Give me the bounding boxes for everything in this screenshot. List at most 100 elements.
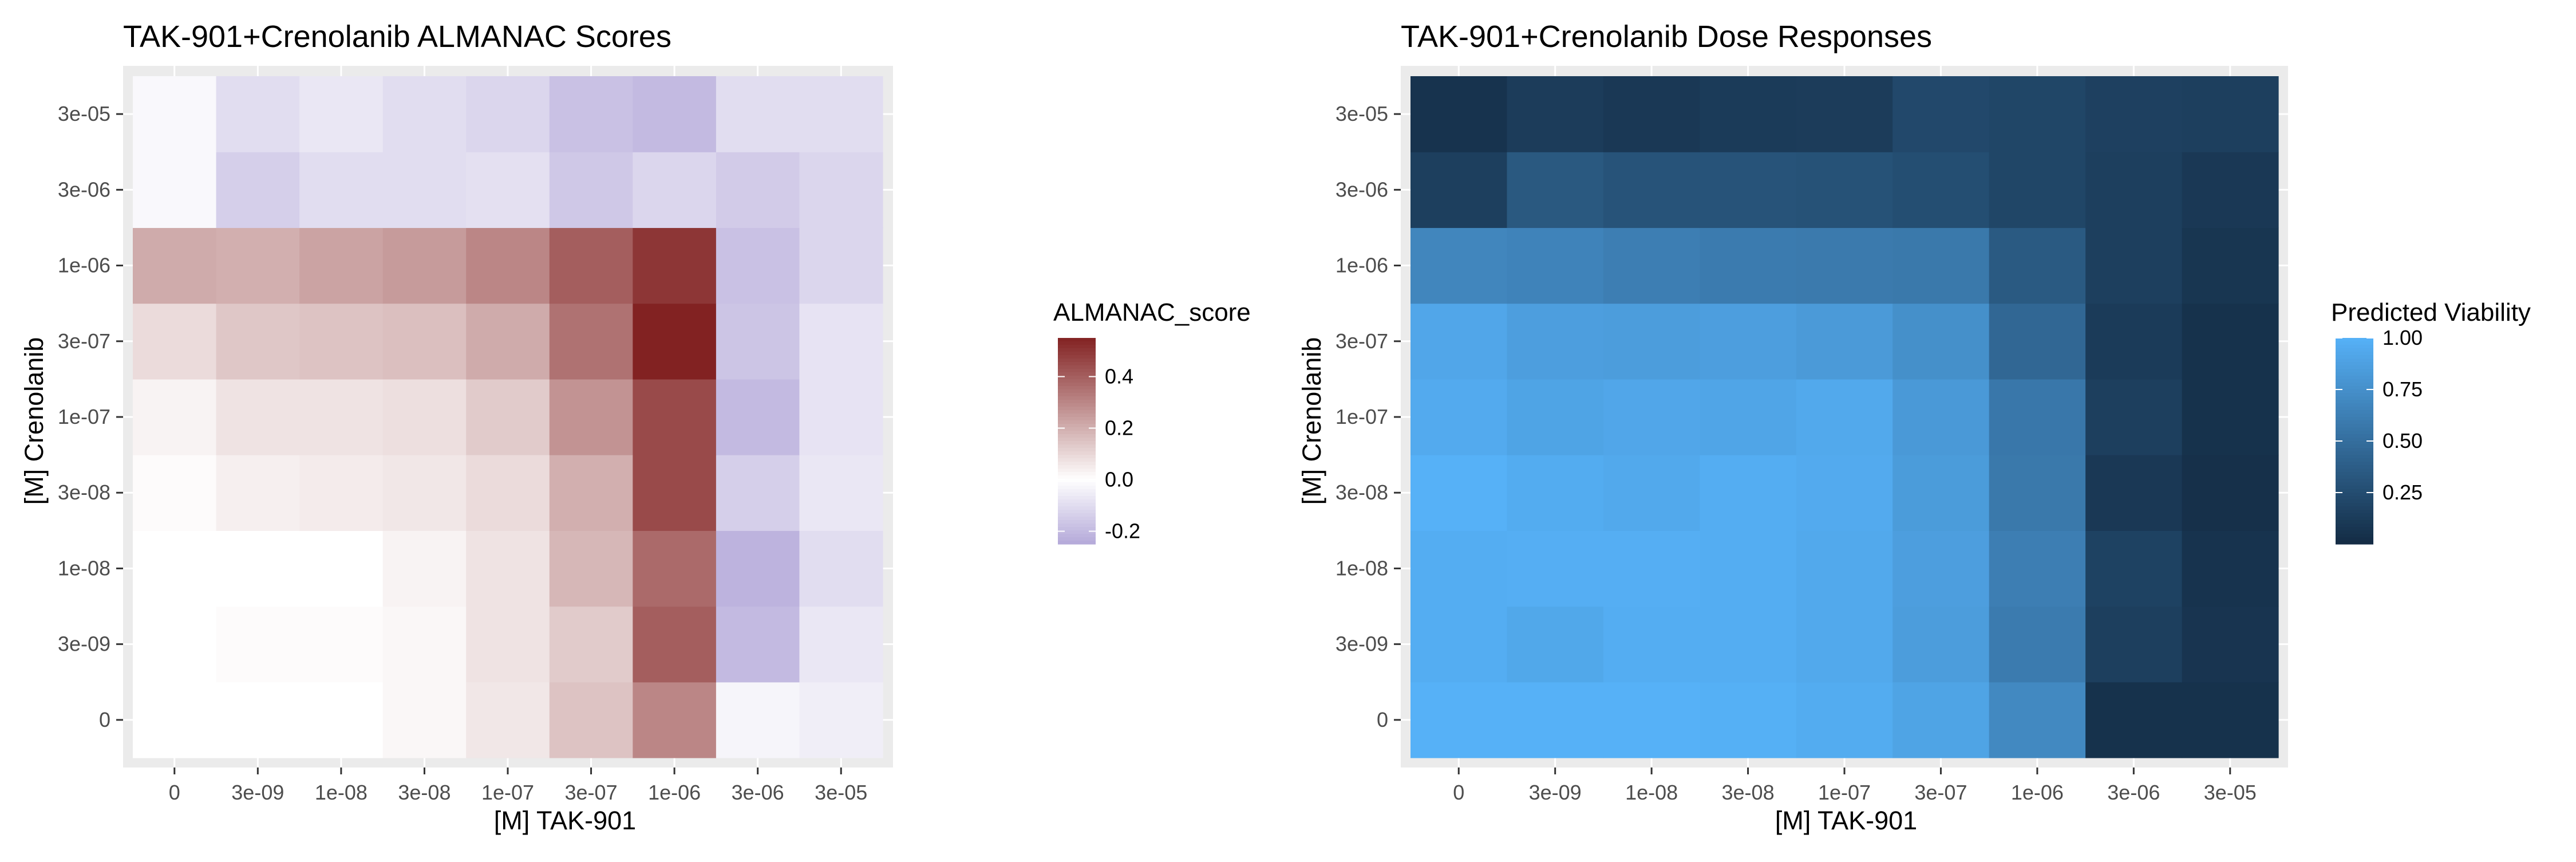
heatmap-cell xyxy=(1989,455,2086,531)
heatmap-cell xyxy=(2085,530,2183,607)
x-tick-label: 1e-06 xyxy=(2011,781,2064,804)
almanac-heatmap-chart: TAK-901+Crenolanib ALMANAC Scores 0 3e-09… xyxy=(19,19,1251,835)
heatmap-cell xyxy=(299,379,384,455)
heatmap-cell xyxy=(1507,606,1604,683)
heatmap-cell xyxy=(1603,455,1700,531)
legend-colorbar-segment xyxy=(1058,372,1096,376)
heatmap-cell xyxy=(2182,76,2279,152)
legend-colorbar-segment xyxy=(2336,400,2373,404)
heatmap-cell xyxy=(1603,379,1700,455)
heatmap-cell xyxy=(799,682,883,758)
heatmap-cell xyxy=(1507,379,1604,455)
heatmap-cell xyxy=(299,152,384,229)
x-tick-label: 1e-08 xyxy=(1625,781,1678,804)
heatmap-cell xyxy=(633,682,717,758)
x-axis-label: [M] TAK-901 xyxy=(1775,806,1917,835)
legend-tick-label: 0.75 xyxy=(2383,377,2423,401)
legend-colorbar-segment xyxy=(1058,496,1096,500)
heatmap-cell xyxy=(633,227,717,304)
legend-colorbar-segment xyxy=(2336,517,2373,521)
legend-colorbar-segment xyxy=(1058,348,1096,352)
legend-colorbar-segment xyxy=(1058,417,1096,421)
legend-colorbar-segment xyxy=(2336,386,2373,390)
heatmap-cell xyxy=(1700,379,1797,455)
y-axis-label: [M] Crenolanib xyxy=(1297,337,1326,505)
heatmap-cell xyxy=(2182,606,2279,683)
heatmap-cell xyxy=(1411,379,1508,455)
heatmap-cell xyxy=(133,76,217,152)
legend-colorbar-segment xyxy=(2336,407,2373,411)
heatmap-cell xyxy=(466,303,550,380)
heatmap-cell xyxy=(216,76,300,152)
legend-colorbar-segment xyxy=(1058,444,1096,448)
legend-tick-label: 0.4 xyxy=(1105,365,1133,388)
legend-colorbar-segment xyxy=(2336,369,2373,373)
legend-colorbar-segment xyxy=(1058,396,1096,400)
heatmap-cell xyxy=(1893,152,1990,229)
heatmap-cell xyxy=(216,455,300,531)
legend-colorbar-segment xyxy=(1058,448,1096,452)
heatmap-cell xyxy=(1893,530,1990,607)
legend-colorbar-segment xyxy=(2336,355,2373,359)
heatmap-cell xyxy=(299,303,384,380)
heatmap-cell xyxy=(1989,76,2086,152)
heatmap-cell xyxy=(2085,152,2183,229)
heatmap-cell xyxy=(799,530,883,607)
legend-colorbar-segment xyxy=(2336,359,2373,363)
heatmap-cell xyxy=(716,682,800,758)
heatmap-cell xyxy=(2085,379,2183,455)
legend-colorbar-segment xyxy=(1058,438,1096,442)
heatmap-cell xyxy=(1411,530,1508,607)
heatmap-cell xyxy=(299,530,384,607)
heatmap-cell xyxy=(133,455,217,531)
y-tick-label: 3e-08 xyxy=(58,481,110,504)
heatmap-cell xyxy=(2182,530,2279,607)
legend-colorbar-segment xyxy=(2336,444,2373,448)
legend-colorbar-segment xyxy=(1058,386,1096,390)
heatmap-cell xyxy=(382,76,467,152)
heatmap-cell xyxy=(466,530,550,607)
heatmap-cell xyxy=(633,379,717,455)
heatmap-cell xyxy=(1507,152,1604,229)
legend-colorbar-segment xyxy=(1058,486,1096,490)
legend-title: Predicted Viability xyxy=(2331,298,2531,326)
legend-colorbar-segment xyxy=(2336,506,2373,510)
heatmap-cell xyxy=(216,530,300,607)
heatmap-cell xyxy=(1893,682,1990,758)
heatmap-cell xyxy=(549,152,633,229)
heatmap-cell xyxy=(1507,455,1604,531)
heatmap-cell xyxy=(1796,152,1893,229)
y-tick-label: 1e-07 xyxy=(1336,405,1388,428)
legend-colorbar-segment xyxy=(1058,524,1096,528)
heatmap-cell xyxy=(633,303,717,380)
chart-title: TAK-901+Crenolanib Dose Responses xyxy=(1401,19,1932,54)
heatmap-cell xyxy=(1893,76,1990,152)
heatmap-cell xyxy=(2182,152,2279,229)
legend-colorbar-segment xyxy=(1058,537,1096,541)
heatmap-cell xyxy=(716,530,800,607)
heatmap-cell xyxy=(1603,606,1700,683)
heatmap-cell xyxy=(1700,606,1797,683)
legend-colorbar-segment xyxy=(2336,424,2373,428)
heatmap-cell xyxy=(1796,530,1893,607)
heatmap-cell xyxy=(1989,682,2086,758)
heatmap-cell xyxy=(2085,682,2183,758)
legend-colorbar-segment xyxy=(2336,362,2373,366)
legend-colorbar-segment xyxy=(2336,510,2373,514)
heatmap-cell xyxy=(382,530,467,607)
x-tick-label: 0 xyxy=(169,781,180,804)
heatmap-cell xyxy=(1411,227,1508,304)
x-tick-label: 1e-07 xyxy=(1818,781,1871,804)
legend-colorbar-segment xyxy=(2336,403,2373,407)
heatmap-cell xyxy=(1893,606,1990,683)
heatmap-cell xyxy=(382,303,467,380)
x-tick-label: 3e-05 xyxy=(815,781,867,804)
heatmap-cell xyxy=(1603,227,1700,304)
heatmap-cell xyxy=(1796,303,1893,380)
heatmap-cell xyxy=(133,379,217,455)
legend-colorbar-segment xyxy=(2336,451,2373,455)
heatmap-cell xyxy=(382,682,467,758)
legend-colorbar-segment xyxy=(1058,517,1096,521)
heatmap-cell xyxy=(382,455,467,531)
legend-colorbar-segment xyxy=(2336,537,2373,541)
